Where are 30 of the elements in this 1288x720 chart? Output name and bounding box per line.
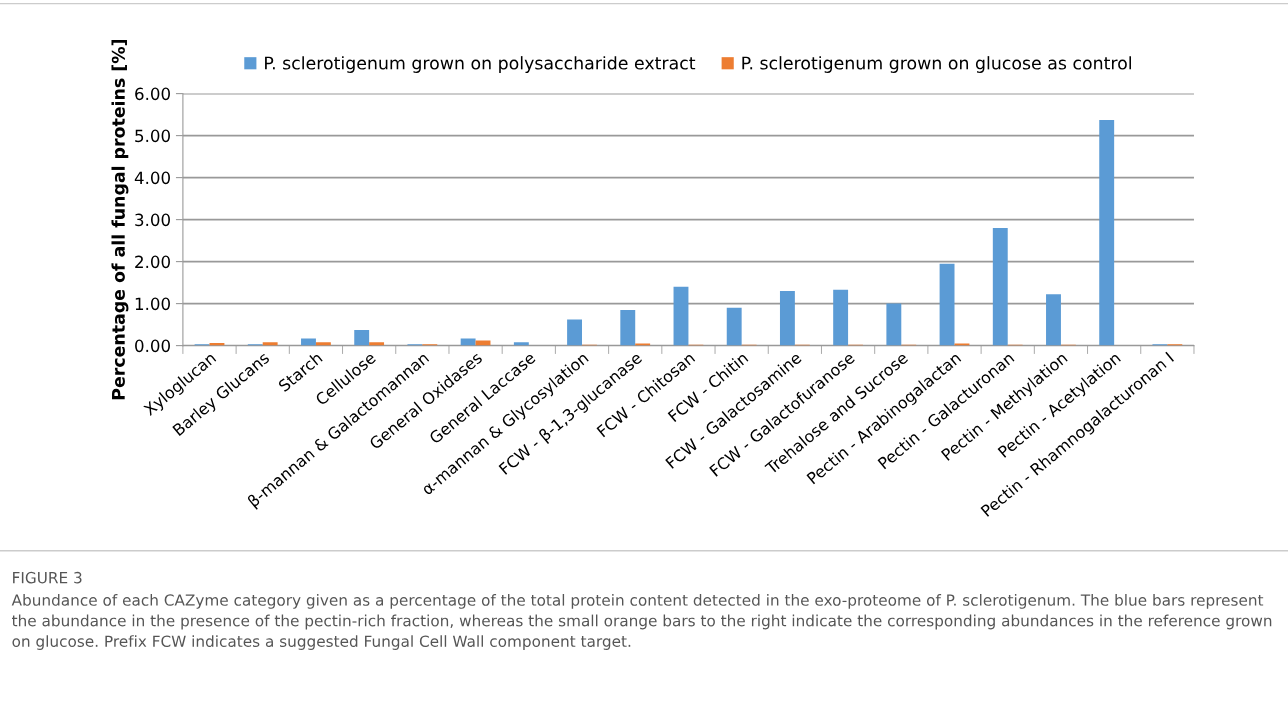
bar: [726, 307, 742, 346]
legend-label: P. sclerotigenum grown on glucose as control: [742, 56, 1131, 73]
bar: [779, 291, 795, 346]
bar: [354, 330, 370, 346]
bar: [567, 319, 583, 346]
bar: [833, 289, 849, 346]
bar: [1046, 294, 1061, 346]
y-tick-label: 0.00: [135, 339, 170, 353]
bar: [301, 338, 316, 346]
y-axis-title: Percentage of all fungal proteins [%]: [111, 39, 129, 400]
bar: [939, 263, 955, 346]
y-tick-label: 2.00: [135, 255, 170, 269]
y-tick-label: 1.00: [135, 297, 170, 311]
y-tick-label: 5.00: [135, 129, 170, 143]
legend-label: P. sclerotigenum grown on polysaccharide extract: [265, 56, 696, 73]
text: Abundance of each CAZyme category given as a percentage of the total protein content detected in the exo-proteome of P. sclerotigenum. The blue bars represent the abundance in the presence of the pectin-rich fraction, whereas the small orange bars to the right indicate the corresponding abundances in the reference grown on glucose. Prefix FCW indicates a suggested Fungal Cell Wall component target.: [11, 594, 1272, 650]
y-tick-label: 3.00: [135, 213, 170, 227]
bar: [886, 303, 902, 346]
bar: [315, 342, 331, 346]
y-tick-label: 6.00: [135, 87, 170, 101]
bar: [620, 309, 636, 346]
bar: [1099, 120, 1115, 346]
bar: [262, 342, 278, 346]
y-tick-label: 4.00: [134, 171, 170, 185]
bar: [992, 228, 1008, 346]
bar: [673, 286, 689, 346]
bar: [513, 342, 529, 346]
bar: [460, 338, 476, 346]
text: FIGURE 3: [13, 571, 82, 584]
bar: [369, 342, 385, 346]
